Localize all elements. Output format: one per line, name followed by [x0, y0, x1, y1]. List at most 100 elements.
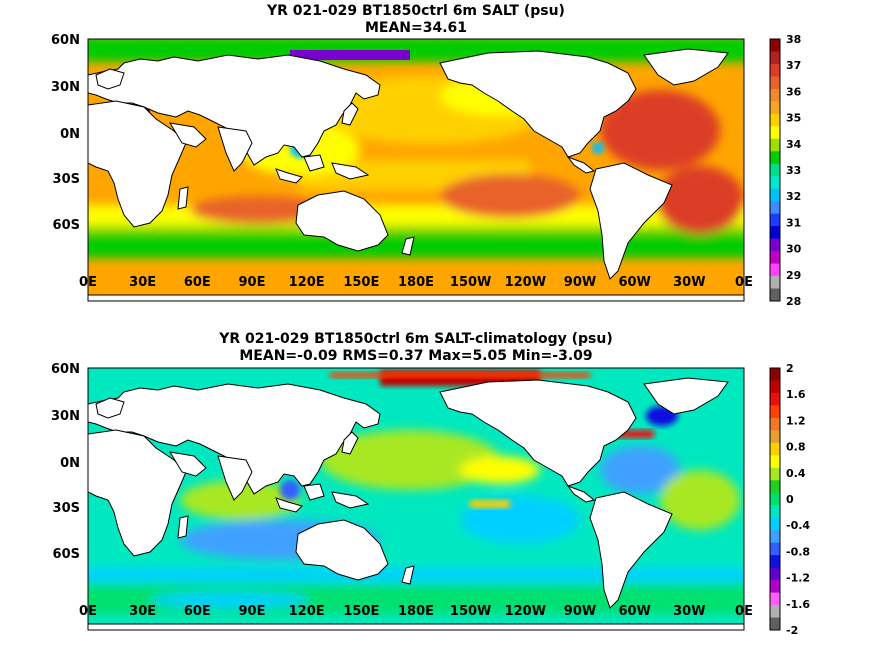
map-frame-top	[87, 38, 745, 302]
colorbar-swatch	[770, 368, 780, 381]
lon-tick-label: 60W	[618, 275, 650, 290]
colorbar-label: -0.8	[786, 545, 810, 558]
colorbar-swatch	[770, 113, 780, 127]
colorbar-label: 0.4	[786, 467, 806, 480]
colorbar-label: 38	[786, 33, 801, 46]
lat-tick-label: 60S	[53, 547, 80, 562]
colorbar-swatch	[770, 201, 780, 215]
colorbar-swatch	[770, 492, 780, 506]
colorbar-label: -1.2	[786, 572, 810, 585]
colorbar-label: 0	[786, 493, 794, 506]
colorbar-swatch	[770, 505, 780, 519]
lon-tick-label: 60E	[184, 275, 211, 290]
colorbar-swatch	[770, 188, 780, 202]
colorbar-label: 1.6	[786, 388, 806, 401]
salinity-map	[88, 39, 744, 301]
lon-tick-label: 120E	[289, 604, 325, 619]
colorbar-swatch	[770, 517, 780, 531]
lon-tick-label: 150E	[343, 604, 379, 619]
lon-tick-label: 120W	[505, 275, 546, 290]
map-title-bottom: YR 021-029 BT1850ctrl 6m SALT-climatolog…	[219, 331, 613, 347]
lon-tick-label: 180E	[398, 604, 434, 619]
colorbar-swatch	[770, 213, 780, 227]
colorbar-swatch	[770, 467, 780, 481]
lat-tick-label: 30S	[53, 501, 80, 516]
colorbar-frame	[769, 38, 781, 302]
colorbar-swatch	[770, 592, 780, 606]
map-subtitle-top: MEAN=34.61	[364, 20, 468, 36]
colorbar-label: 34	[786, 138, 802, 151]
lon-tick-label: 120W	[505, 604, 546, 619]
lon-tick-label: 90E	[239, 275, 266, 290]
colorbar-label: 1.2	[786, 414, 806, 427]
colorbar-label: -0.4	[786, 519, 810, 532]
colorbar-label: 30	[786, 243, 802, 256]
colorbar-swatch	[770, 163, 780, 177]
map-title-top: YR 021-029 BT1850ctrl 6m SALT (psu)	[267, 3, 565, 19]
lon-tick-label: 150W	[450, 604, 491, 619]
lon-tick-label: 30E	[129, 275, 156, 290]
colorbar-label: 0.8	[786, 441, 806, 454]
lat-tick-label: 0N	[60, 456, 80, 471]
colorbar-swatch	[770, 101, 780, 115]
lat-tick-label: 60N	[51, 362, 80, 377]
colorbar-swatch	[770, 276, 780, 290]
axes-top: 60N 30N 0N 30S 60S 0E 30E 60E 90E 120E 150E 180E 150…	[51, 33, 753, 290]
colorbar-swatch	[770, 605, 780, 619]
colorbar-swatch	[770, 555, 780, 569]
colorbar-label: 31	[786, 216, 801, 229]
colorbar-label: 29	[786, 269, 801, 282]
colorbar-swatch	[770, 76, 780, 90]
lon-tick-label: 0E	[735, 275, 753, 290]
colorbar-label: 36	[786, 85, 802, 98]
colorbar-swatch	[770, 430, 780, 444]
lon-tick-label: 150W	[450, 275, 491, 290]
colorbar-swatch	[770, 51, 780, 65]
lon-tick-label: 60E	[184, 604, 211, 619]
colorbar-label: 33	[786, 164, 801, 177]
lon-tick-label: 0E	[735, 604, 753, 619]
colorbar-swatch	[770, 380, 780, 394]
colorbar-label: 32	[786, 190, 801, 203]
lon-tick-label: 180E	[398, 275, 434, 290]
colorbar-swatch	[770, 263, 780, 277]
lon-tick-label: 0E	[79, 604, 97, 619]
lon-tick-label: 120E	[289, 275, 325, 290]
colorbar-swatch	[770, 151, 780, 165]
colorbar-swatch	[770, 288, 780, 302]
lon-tick-label: 90W	[564, 275, 596, 290]
lat-tick-label: 30S	[53, 172, 80, 187]
colorbar-swatch	[770, 617, 780, 631]
lon-tick-label: 60W	[618, 604, 650, 619]
colorbar-swatch	[770, 417, 780, 431]
colorbar-swatch	[770, 405, 780, 419]
colorbar-swatch	[770, 442, 780, 456]
colorbar-swatch	[770, 126, 780, 140]
colorbar-bottom: 2 1.6 1.2 0.8 0.4 0 -0.4 -0.8 -1.2 -1.6 -2	[769, 362, 810, 637]
map-subtitle-bottom: MEAN=-0.09 RMS=0.37 Max=5.05 Min=-3.09	[239, 348, 593, 364]
colorbar-label: 37	[786, 59, 801, 72]
lon-tick-label: 90E	[239, 604, 266, 619]
colorbar-label: 2	[786, 362, 794, 375]
colorbar-label: -2	[786, 624, 798, 637]
lon-tick-label: 150E	[343, 275, 379, 290]
colorbar-swatch	[770, 251, 780, 265]
colorbar-swatch	[770, 176, 780, 190]
lat-tick-label: 60N	[51, 33, 80, 48]
map-frame-bottom	[87, 367, 745, 631]
colorbar-swatch	[770, 63, 780, 77]
colorbar-swatch	[770, 480, 780, 494]
colorbar-swatch	[770, 238, 780, 252]
colorbar-top: 38 37 36 35 34 33 32 31 30 29 28	[769, 33, 802, 308]
lon-tick-label: 90W	[564, 604, 596, 619]
colorbar-swatch	[770, 567, 780, 581]
colorbar-swatch	[770, 138, 780, 152]
colorbar-label: -1.6	[786, 598, 810, 611]
colorbar-label: 28	[786, 295, 801, 308]
colorbar-swatch	[770, 88, 780, 102]
colorbar-swatch	[770, 542, 780, 556]
colorbar-frame	[769, 367, 781, 631]
colorbar-swatch	[770, 530, 780, 544]
lon-tick-label: 30E	[129, 604, 156, 619]
colorbar-swatch	[770, 455, 780, 469]
